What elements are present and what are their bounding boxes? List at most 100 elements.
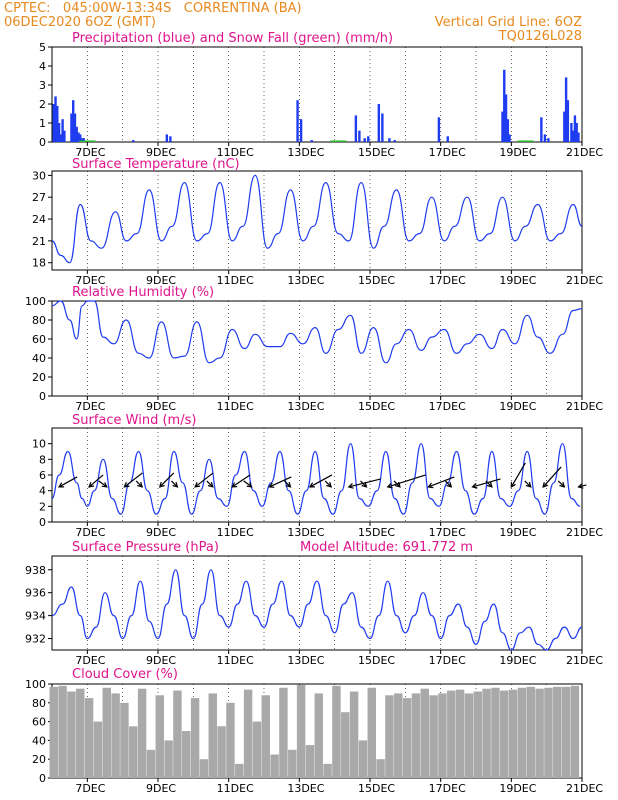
- cloud-bar: [341, 712, 350, 778]
- wind-x-tick-label: 15DEC: [358, 526, 395, 539]
- cloud-bar: [235, 763, 244, 778]
- rh-x-tick-label: 7DEC: [75, 400, 105, 413]
- cloud-bar: [182, 731, 191, 778]
- cloud-bar: [411, 693, 421, 778]
- rh-x-tick-label: 15DEC: [358, 400, 395, 413]
- cloud-bar: [402, 698, 412, 778]
- precip-bar: [80, 138, 84, 142]
- precip-y-tick-label: 3: [39, 79, 46, 92]
- cloud-bar: [553, 686, 562, 778]
- rh-x-tick-label: 19DEC: [499, 400, 536, 413]
- precip-x-tick-label: 13DEC: [287, 146, 324, 159]
- cloud-bar: [288, 749, 297, 778]
- wind-arrow-head: [347, 483, 354, 489]
- cloud-bar: [243, 689, 253, 778]
- cloud-bar: [455, 689, 465, 778]
- cloud-y-tick-label: 20: [32, 753, 46, 766]
- wind-x-tick-label: 19DEC: [499, 526, 536, 539]
- wind-arrow-shaft: [393, 480, 401, 488]
- wind-x-tick-label: 21DEC: [566, 526, 603, 539]
- precip-bar: [393, 140, 396, 142]
- temp-y-tick-label: 30: [32, 169, 46, 182]
- precip-x-tick-label: 21DEC: [566, 146, 603, 159]
- wind-arrow-head: [172, 481, 179, 488]
- precip-bar: [381, 113, 384, 142]
- rh-y-tick-label: 0: [39, 390, 46, 403]
- precip-frame: [51, 46, 583, 143]
- precip-bar: [79, 134, 82, 142]
- precip-bar: [70, 113, 73, 142]
- cloud-x-tick-label: 17DEC: [429, 782, 466, 795]
- temp-y-tick-label: 18: [32, 257, 46, 270]
- precip-bar: [543, 134, 547, 142]
- precip-bar: [501, 111, 504, 142]
- precip-x-tick-label: 7DEC: [75, 146, 105, 159]
- wind-arrow-head: [58, 482, 65, 488]
- temp-y-tick-label: 24: [32, 213, 46, 226]
- wind-arrow-head: [446, 481, 453, 488]
- wind-y-tick-label: 8: [39, 453, 46, 466]
- temp-y-tick-label: 21: [32, 235, 46, 248]
- cloud-bar: [146, 749, 156, 778]
- cloud-bar: [535, 688, 544, 778]
- wind-x-tick-label: 7DEC: [75, 526, 105, 539]
- precip-bar: [504, 94, 508, 142]
- cloud-bar: [473, 691, 482, 778]
- precip-bar: [75, 126, 78, 142]
- wind-arrow-head: [194, 482, 201, 488]
- precip-bar: [63, 130, 66, 142]
- cloud-bar: [367, 687, 376, 778]
- precip-bar: [367, 136, 370, 142]
- cloud-y-tick-label: 100: [25, 678, 46, 691]
- rh-y-tick-label: 100: [25, 295, 46, 308]
- pres-x-tick-label: 15DEC: [358, 654, 395, 667]
- wind-arrow-shaft: [360, 480, 367, 488]
- wind-arrow-head: [525, 481, 532, 488]
- pres-y-tick-label: 934: [25, 610, 46, 623]
- cloud-x-tick-label: 19DEC: [499, 782, 536, 795]
- wind-arrow-shaft: [98, 480, 108, 488]
- wind-arrow-head: [577, 483, 584, 489]
- pres-title: Surface Pressure (hPa): [72, 540, 219, 555]
- wind-arrow-shaft: [387, 474, 426, 488]
- wind-arrow-shaft: [557, 480, 565, 488]
- cloud-bar: [102, 687, 111, 778]
- cloud-bar: [84, 698, 94, 778]
- snow-bar: [330, 140, 347, 142]
- cloud-bar: [561, 686, 571, 778]
- wind-arrow-shaft: [524, 480, 532, 488]
- wind-arrow-head: [326, 481, 332, 488]
- header-station-line: CPTEC: 045:00W-13:34S CORRENTINA (BA): [4, 1, 302, 16]
- precip-bar: [358, 130, 361, 142]
- cloud-bar: [332, 685, 341, 778]
- cloud-bar: [137, 688, 147, 778]
- wind-arrow-head: [395, 481, 401, 488]
- cloud-bar: [173, 690, 182, 778]
- cloud-bar: [58, 685, 67, 778]
- precip-bar: [566, 100, 570, 142]
- precip-bar: [72, 100, 75, 142]
- cloud-bar: [164, 740, 173, 778]
- precip-bar: [388, 138, 391, 142]
- rh-x-tick-label: 11DEC: [217, 400, 254, 413]
- cloud-bar: [323, 763, 332, 778]
- wind-arrow-shaft: [269, 476, 292, 488]
- wind-title: Surface Wind (m/s): [72, 413, 196, 428]
- cloud-x-tick-label: 21DEC: [566, 782, 603, 795]
- rh-x-tick-label: 9DEC: [146, 400, 176, 413]
- precip-bar: [508, 134, 511, 142]
- precip-bar: [82, 138, 85, 142]
- cloud-bar: [500, 690, 509, 778]
- temp-x-tick-label: 19DEC: [499, 274, 536, 287]
- cloud-bar: [482, 688, 491, 778]
- wind-arrow-head: [486, 481, 493, 488]
- wind-arrow-shaft: [206, 480, 214, 488]
- cloud-y-tick-label: 60: [32, 716, 46, 729]
- wind-arrow-shaft: [243, 480, 252, 488]
- wind-x-tick-label: 9DEC: [146, 526, 176, 539]
- precip-bar: [52, 104, 55, 142]
- wind-arrow-shaft: [444, 480, 452, 488]
- precip-x-tick-label: 9DEC: [146, 146, 176, 159]
- precip-bar: [77, 132, 80, 142]
- cloud-bar: [517, 687, 527, 778]
